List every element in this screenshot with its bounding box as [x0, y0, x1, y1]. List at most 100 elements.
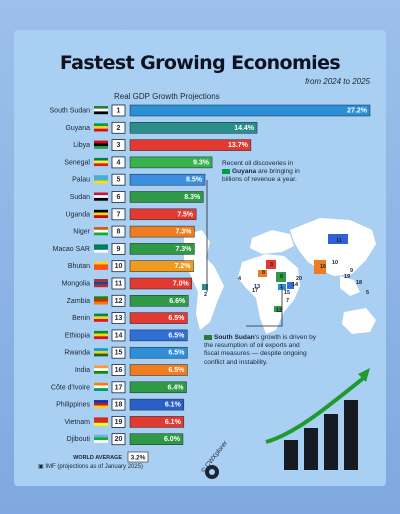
map-rank-label: 1: [280, 284, 283, 290]
country-label: Senegal: [64, 159, 90, 166]
map-rank-label: 7: [286, 298, 289, 304]
south-sudan-callout: South Sudan's growth is driven by the re…: [204, 334, 374, 367]
rank-box: [111, 260, 126, 273]
value-label: 7.2%: [175, 263, 192, 270]
rank-box: [111, 415, 126, 428]
country-flag-icon: [94, 382, 108, 386]
country-flag-icon: [94, 177, 108, 181]
map-rank-label: 16: [320, 264, 326, 270]
value-label: 6.0%: [164, 436, 181, 443]
country-flag-icon: [94, 264, 108, 268]
south-sudan-callout-line-4: conflict and instability.: [204, 358, 268, 366]
rank-number: 17: [115, 384, 123, 391]
value-label: 6.5%: [168, 332, 185, 339]
map-rank-label: 10: [332, 260, 338, 266]
map-rank-label: 5: [366, 290, 369, 296]
country-label: Djibouti: [67, 436, 91, 443]
country-flag-icon: [94, 279, 108, 282]
bar: [129, 139, 252, 151]
country-flag-icon: [94, 108, 108, 112]
value-label: 8.5%: [186, 177, 203, 184]
map-libya: [266, 260, 276, 269]
bar: [129, 208, 197, 221]
south-sudan-callout-rest: 's growth is driven by: [254, 334, 317, 341]
rank-number: 4: [117, 159, 121, 166]
map-rank-label: 3: [270, 262, 273, 268]
country-flag-icon: [94, 437, 108, 441]
country-label: Benin: [72, 315, 90, 322]
rank-number: 1: [117, 108, 121, 115]
country-flag-icon: [94, 195, 108, 198]
chart-heading: Real GDP Growth Projections: [114, 92, 220, 101]
rank-box: [111, 156, 126, 169]
value-label: 13.7%: [228, 142, 249, 149]
rank-number: 11: [115, 281, 123, 288]
map-rank-label: 19: [344, 274, 350, 280]
bar: [129, 243, 195, 255]
map-ethiopia: [287, 282, 294, 289]
country-flag-icon: [94, 316, 108, 320]
country-flag-icon: [94, 417, 108, 421]
map-rank-label: 13: [254, 284, 260, 290]
guyana-callout-rest: are bringing in: [256, 168, 300, 176]
country-label: Rwanda: [64, 350, 90, 357]
rank-box: [111, 364, 126, 376]
country-flag-icon: [94, 370, 108, 374]
growth-bar-3: [324, 414, 338, 470]
rank-box: [111, 433, 126, 446]
country-flag-icon: [94, 368, 108, 371]
rank-box: [111, 277, 126, 290]
rank-box: [111, 381, 126, 394]
rank-number: 15: [115, 350, 123, 357]
value-label: 9.3%: [193, 159, 210, 166]
country-flag-icon: [94, 400, 108, 403]
map-rank-label: 2: [204, 292, 207, 298]
country-flag-icon: [94, 146, 108, 149]
world-average-label: WORLD AVERAGE: [73, 455, 122, 461]
value-label: 7.3%: [175, 246, 192, 253]
country-flag-icon: [94, 281, 108, 285]
rank-box: [111, 329, 126, 342]
bar: [129, 346, 188, 359]
map-rank-label: 4: [238, 276, 242, 282]
map-rank-label: 14: [292, 282, 299, 288]
map-rank-label: 11: [336, 238, 342, 244]
map-south-sudan: [278, 284, 286, 290]
growth-arrowhead-icon: [358, 368, 370, 382]
bar: [129, 416, 185, 428]
country-flag-icon: [94, 313, 108, 317]
guyana-flag-icon: [222, 168, 230, 174]
country-label: Niger: [73, 229, 90, 236]
value-label: 7.5%: [177, 211, 194, 218]
country-label: Mongolia: [62, 281, 91, 288]
value-label: 8.3%: [184, 194, 201, 201]
bar: [129, 329, 188, 342]
growth-bar-1: [284, 440, 298, 470]
rank-number: 2: [117, 125, 121, 132]
bar: [129, 225, 195, 238]
country-label: Libya: [73, 142, 90, 149]
country-flag-icon: [94, 440, 108, 443]
bar: [129, 381, 187, 394]
rank-number: 16: [115, 367, 123, 374]
country-label: Ethiopia: [65, 332, 90, 339]
country-flag-icon: [94, 434, 108, 438]
south-sudan-callout-name: South Sudan: [214, 334, 255, 341]
country-flag-icon: [94, 157, 108, 161]
map-rank-label: 6: [280, 274, 283, 280]
country-flag-icon: [94, 385, 108, 389]
rank-box: [111, 398, 126, 411]
country-flag-icon: [94, 350, 108, 354]
growth-arrow-graphic: [205, 368, 370, 479]
rank-box: [111, 208, 126, 221]
country-flag-icon: [94, 249, 108, 253]
country-flag-icon: [94, 229, 108, 233]
country-flag-icon: [94, 299, 108, 302]
country-flag-icon: [94, 284, 108, 288]
value-label: 14.4%: [234, 125, 255, 132]
rank-number: 5: [117, 177, 121, 184]
map-rank-label: 18: [356, 280, 362, 286]
